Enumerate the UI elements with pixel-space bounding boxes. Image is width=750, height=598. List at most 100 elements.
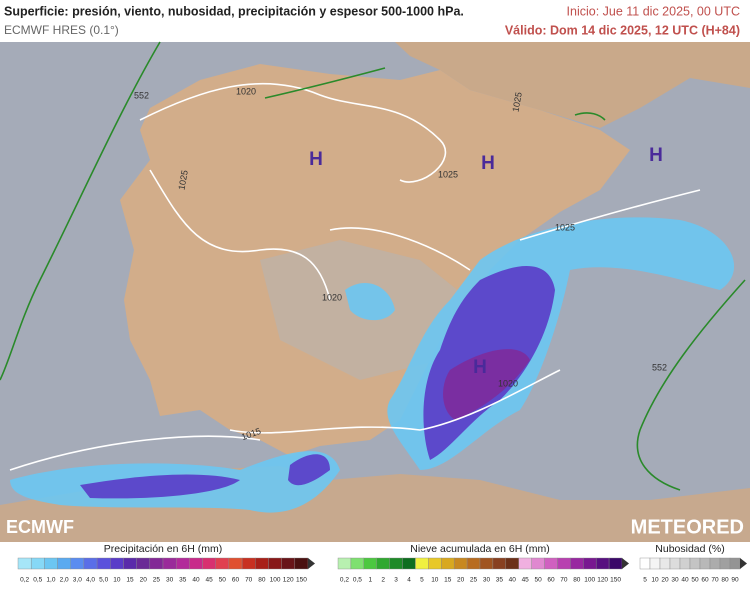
title: Superficie: presión, viento, nubosidad, …: [4, 4, 464, 18]
legend-label: 2,0: [60, 577, 69, 584]
legend-label: 0,5: [353, 577, 362, 584]
legend-swatch: [136, 557, 151, 570]
legend-swatch: [363, 557, 377, 570]
legend-swatch: [479, 557, 494, 570]
legend-label: 45: [522, 577, 530, 584]
legend-label: 45: [206, 577, 214, 584]
legend-label: 1,0: [46, 577, 55, 584]
legend-label: 3,0: [73, 577, 82, 584]
legend-label: 60: [547, 577, 555, 584]
legend-swatch: [453, 557, 468, 570]
isobar-label: 1025: [438, 169, 458, 179]
legend-swatch: [466, 557, 481, 570]
legend-swatch: [608, 557, 623, 570]
legend-label: 10: [431, 577, 439, 584]
legend-label: 150: [610, 577, 621, 584]
legend-swatch: [123, 557, 137, 570]
legend-swatch: [30, 557, 45, 570]
init-time: Inicio: Jue 11 dic 2025, 00 UTC: [567, 4, 740, 18]
valid-time: Válido: Dom 14 dic 2025, 12 UTC (H+84): [505, 23, 740, 37]
precip-center: [345, 282, 395, 321]
legend-label: 80: [573, 577, 581, 584]
legend-swatch: [294, 557, 309, 570]
legend-swatch: [215, 557, 230, 570]
legend-swatch: [583, 557, 597, 570]
legend-swatch: [544, 557, 558, 570]
legend-label: 80: [258, 577, 266, 584]
legend-swatch: [281, 557, 296, 570]
legend-swatch: [57, 557, 71, 570]
legend-label: 15: [126, 577, 134, 584]
isobar-label: 1020: [498, 378, 518, 388]
legend-label: 120: [283, 577, 294, 584]
legend-swatch: [241, 557, 256, 570]
legend-swatch: [441, 557, 455, 570]
legend-label: 10: [113, 577, 121, 584]
legend-label: 40: [509, 577, 517, 584]
legend-swatch: [639, 557, 651, 570]
isobar-label: 1020: [236, 86, 256, 96]
isobar-label: 1025: [510, 91, 523, 112]
legend-swatch: [689, 557, 701, 570]
legend-label: 150: [296, 577, 307, 584]
legend-swatch: [595, 557, 610, 570]
high-pressure: H: [649, 145, 663, 166]
legend-label: 120: [597, 577, 608, 584]
legend-swatch: [162, 557, 177, 570]
legend-swatch: [649, 557, 661, 570]
coast-outline: [264, 67, 606, 121]
high-pressure: H: [481, 153, 495, 174]
legend-label: 60: [701, 577, 709, 584]
legend-label: 4: [407, 577, 411, 584]
legend-swatch: [255, 557, 269, 570]
legend-swatch: [402, 557, 416, 570]
legend-label: 1: [368, 577, 372, 584]
legend-label: 15: [444, 577, 452, 584]
precip-band: [80, 454, 330, 499]
legend-label: 60: [232, 577, 240, 584]
legend-title: Precipitación en 6H (mm): [104, 543, 222, 555]
legend-label: 35: [496, 577, 504, 584]
legend-swatch: [110, 557, 124, 570]
legend-swatch: [228, 557, 243, 570]
legend-swatch: [679, 557, 691, 570]
legend-label: 40: [681, 577, 689, 584]
thickness-label: 552: [134, 90, 149, 100]
legend-swatch: [659, 557, 671, 570]
legend-arrow: [740, 558, 747, 569]
legend-label: 10: [651, 577, 659, 584]
legend-label: 90: [731, 577, 739, 584]
legend-arrow: [308, 558, 315, 569]
legend-label: 5,0: [99, 577, 108, 584]
legend-label: 0,2: [340, 577, 349, 584]
thickness-label: 552: [652, 362, 667, 372]
precip-max: [443, 349, 530, 420]
legend-swatch: [83, 557, 98, 570]
legend-swatch: [17, 557, 32, 570]
high-pressure: H: [309, 149, 323, 170]
legend-swatch: [570, 557, 584, 570]
legend-swatch: [505, 557, 519, 570]
map-area: H H H H 1020 1025 1025 1025 1025 1020 10…: [0, 41, 750, 542]
thickness-line: [0, 41, 746, 491]
model: ECMWF HRES (0.1°): [4, 23, 119, 37]
legend-label: 25: [470, 577, 478, 584]
legend-swatch: [557, 557, 571, 570]
legend-swatch: [149, 557, 164, 570]
legend-swatch: [709, 557, 721, 570]
legend-swatch: [428, 557, 442, 570]
legends: Precipitación en 6H (mm) 0,2 0,5 1,0 2,0 3,0 4…: [17, 543, 747, 584]
legend-label: 50: [219, 577, 227, 584]
legend-swatch: [337, 557, 352, 570]
legend-arrow: [622, 558, 629, 569]
legend-label: 30: [671, 577, 679, 584]
legend-swatch: [415, 557, 429, 570]
legend-label: 20: [457, 577, 465, 584]
legend-swatch: [70, 557, 85, 570]
legend-label: 70: [711, 577, 719, 584]
legend-label: 5: [420, 577, 424, 584]
logo-left: ECMWF: [6, 517, 74, 537]
legend-label: 40: [192, 577, 200, 584]
logo-right: METEORED: [631, 516, 744, 538]
